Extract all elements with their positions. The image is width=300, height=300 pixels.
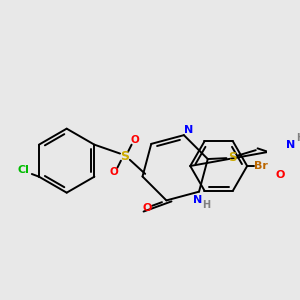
Text: O: O [142, 202, 152, 212]
Text: H: H [296, 133, 300, 143]
Text: Cl: Cl [17, 165, 29, 175]
Text: Br: Br [254, 161, 268, 171]
Text: S: S [120, 150, 129, 163]
Text: O: O [110, 167, 118, 177]
Text: S: S [228, 151, 237, 164]
Text: O: O [131, 135, 140, 145]
Text: N: N [184, 125, 193, 135]
Text: N: N [193, 195, 202, 205]
Text: O: O [276, 170, 285, 180]
Text: H: H [202, 200, 210, 210]
Text: N: N [286, 140, 295, 150]
